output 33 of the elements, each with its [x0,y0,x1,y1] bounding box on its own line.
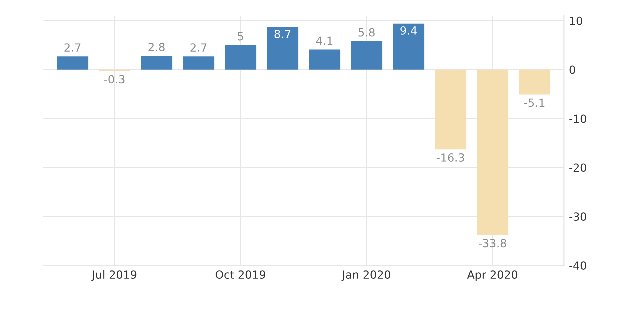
data-label: -5.1 [524,98,545,108]
bar [309,50,341,70]
data-label: -16.3 [436,154,464,162]
bar [351,41,383,70]
data-label: -0.3 [104,75,125,84]
bar [225,45,257,70]
y-tick-label: -40 [570,262,586,270]
y-tick-label: -20 [570,164,586,172]
bar [267,27,299,70]
y-tick-label: 10 [570,16,582,26]
bar [393,24,425,70]
x-tick-label: Jan 2020 [342,270,391,282]
data-label: 5 [238,32,244,41]
y-tick-label: 0 [570,66,576,74]
bar [435,70,467,150]
data-label: 2.8 [148,43,165,52]
y-tick-label: -10 [570,114,586,124]
x-tick-label: Apr 2020 [467,270,518,282]
bar [141,56,173,70]
x-tick-label: Oct 2019 [216,270,266,280]
data-label: 4.1 [316,36,333,45]
data-label: 2.7 [190,44,207,52]
x-tick-label: Jul 2019 [92,270,137,282]
data-label: 2.7 [64,44,81,52]
bar [57,56,89,70]
data-label: -33.8 [478,239,506,248]
data-label: 9.4 [400,26,418,35]
y-tick-label: -30 [570,212,586,222]
bar [477,70,509,236]
data-label: 8.7 [274,30,291,38]
data-label: 5.8 [358,28,375,37]
bar [183,56,215,70]
bar [519,70,551,95]
